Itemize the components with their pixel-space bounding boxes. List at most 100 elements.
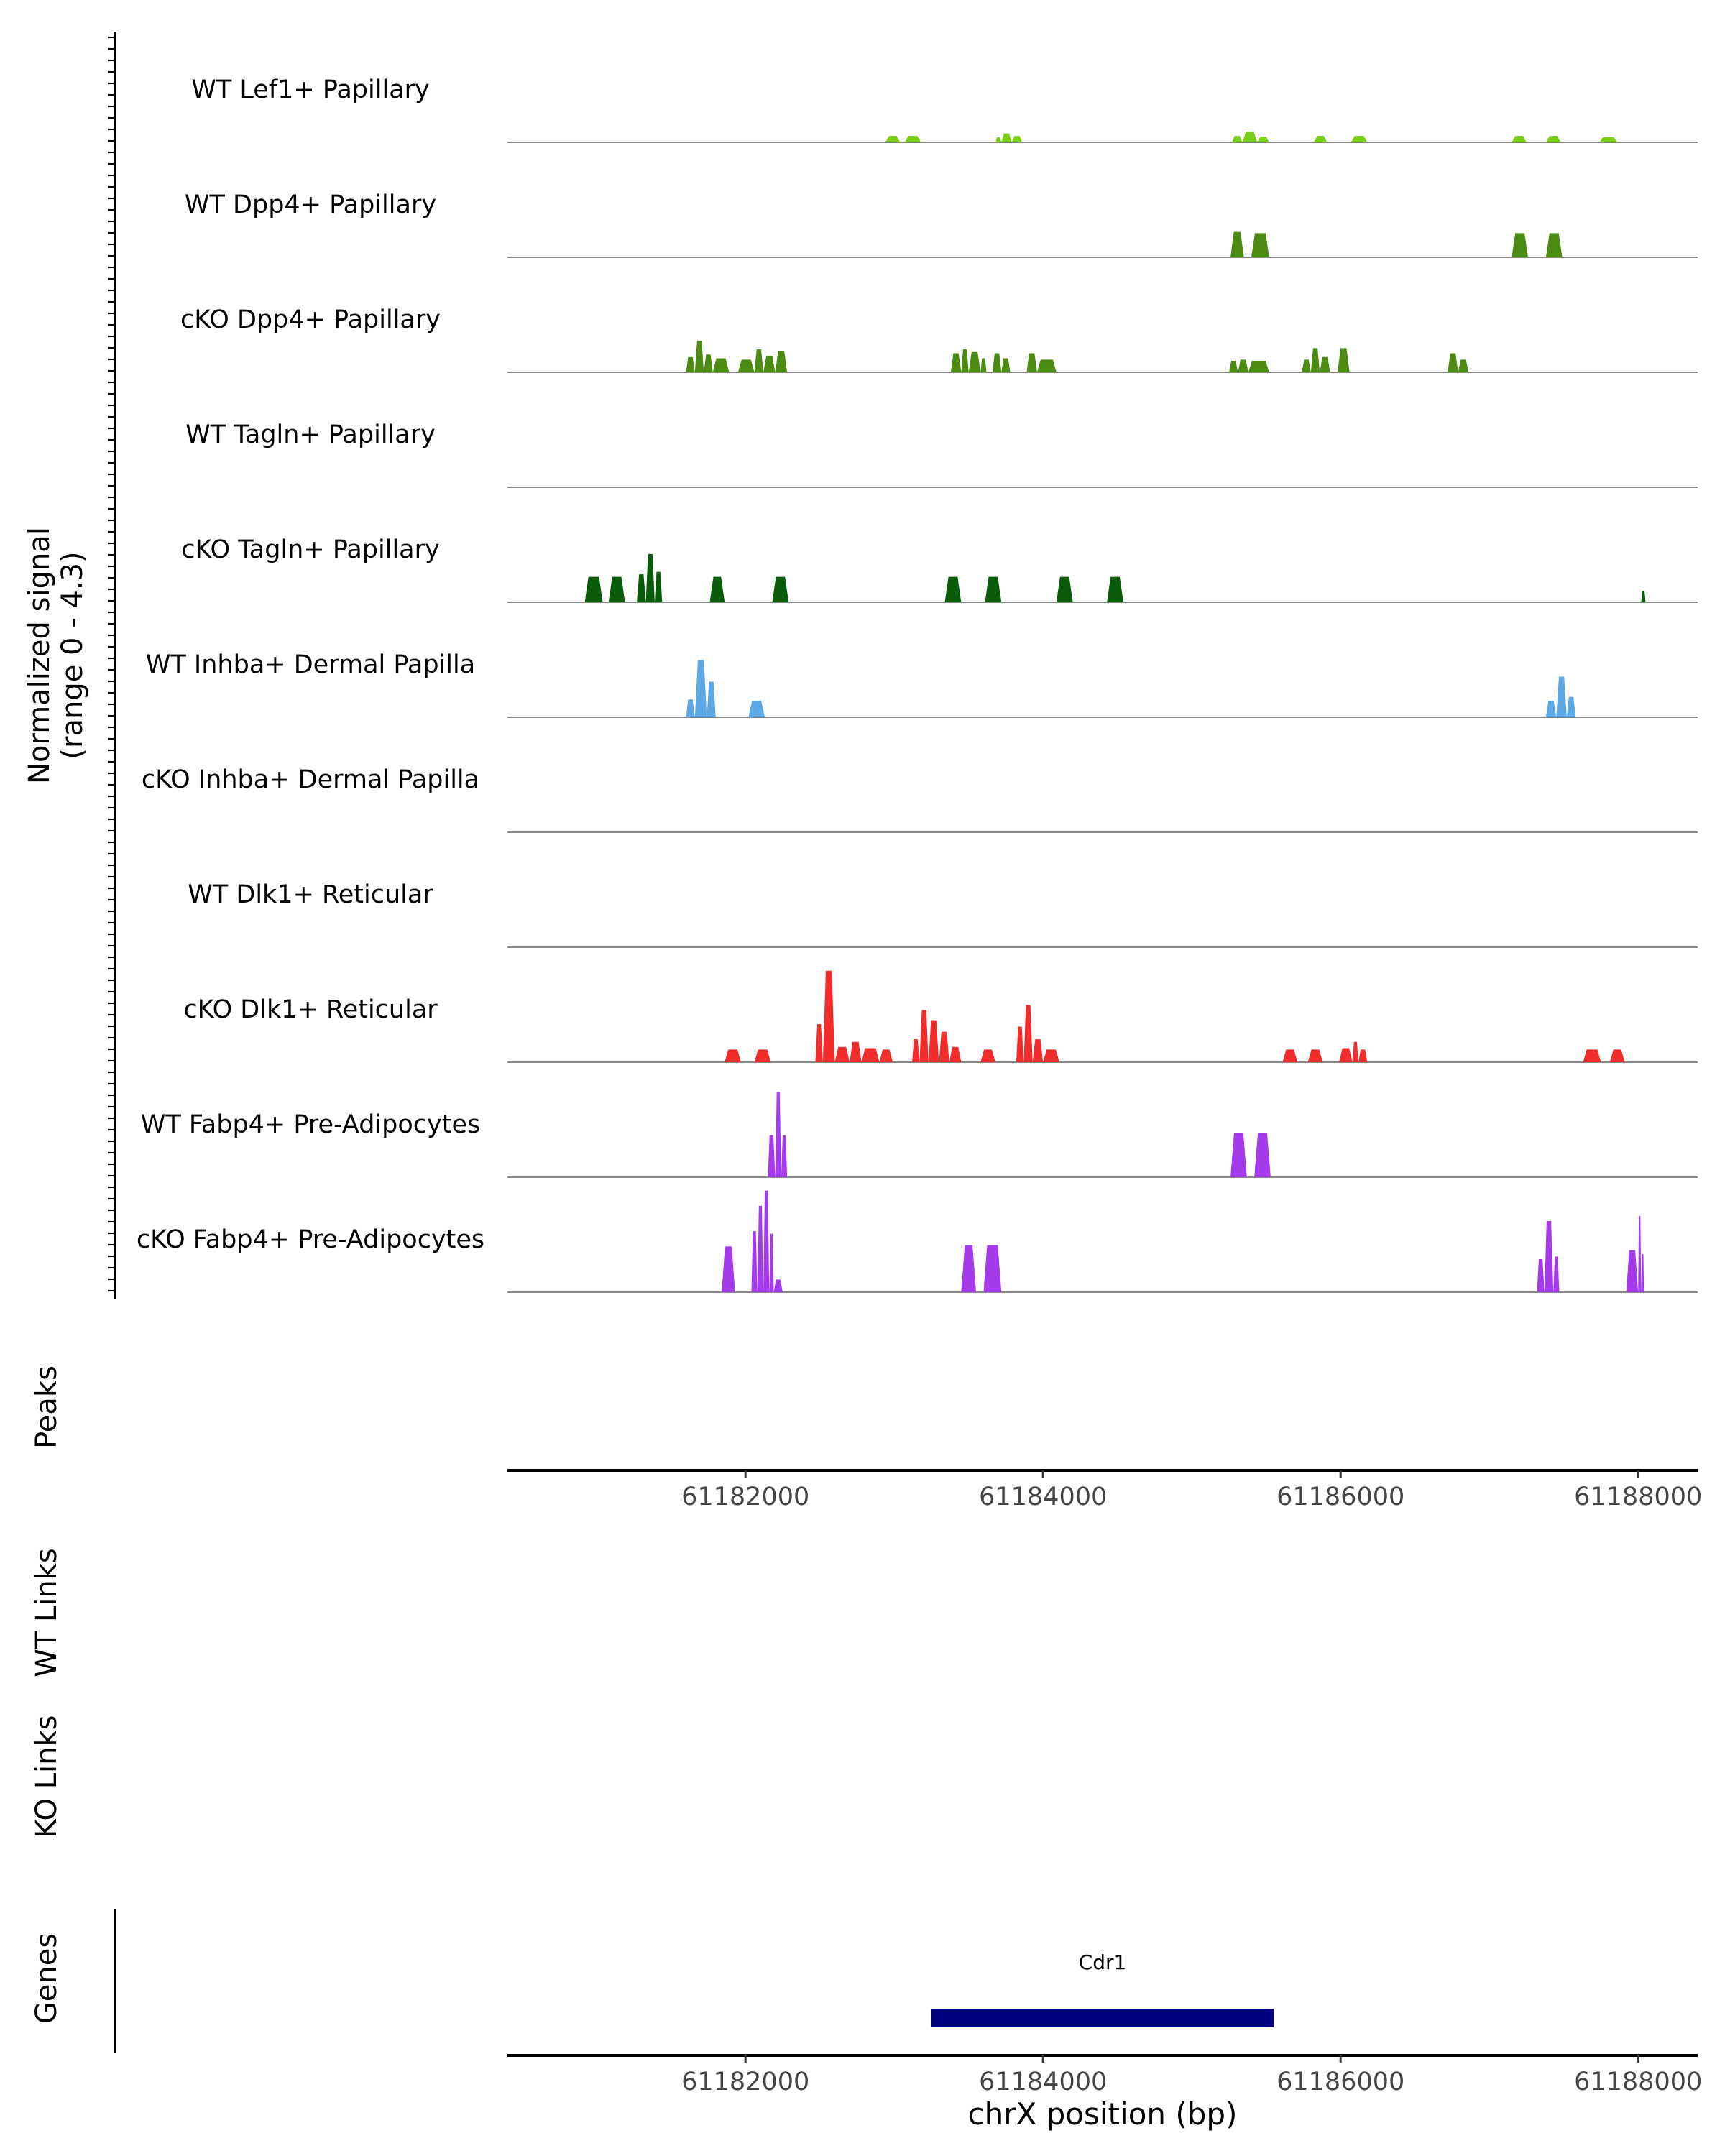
coverage-peak bbox=[985, 576, 1002, 602]
coverage-peak bbox=[704, 354, 713, 372]
coverage-peak bbox=[1641, 591, 1646, 602]
coverage-peak bbox=[1626, 1250, 1639, 1292]
track-label-wt-inhba-dermal-papilla: WT Inhba+ Dermal Papilla bbox=[146, 650, 475, 679]
coverage-peak bbox=[775, 1092, 781, 1177]
genes-x-tick-label: 61188000 bbox=[1574, 2068, 1702, 2096]
coverage-peak bbox=[1001, 133, 1012, 142]
coverage-peak bbox=[686, 699, 695, 717]
coverage-peak bbox=[1251, 233, 1269, 257]
peaks-x-tick-label: 61184000 bbox=[979, 1483, 1107, 1511]
coverage-peak bbox=[1545, 701, 1557, 717]
coverage-peak bbox=[768, 1135, 776, 1177]
coverage-peak bbox=[751, 1231, 758, 1292]
coverage-peak bbox=[775, 350, 788, 372]
track-cko-dlk1-reticular bbox=[507, 970, 1698, 1063]
coverage-peak bbox=[773, 1279, 783, 1292]
coverage-peak bbox=[1230, 231, 1244, 257]
coverage-peak bbox=[1512, 136, 1527, 142]
coverage-peak bbox=[757, 1205, 764, 1292]
coverage-peak bbox=[1599, 137, 1618, 142]
coverage-peak bbox=[1254, 1133, 1271, 1177]
coverage-peak bbox=[904, 136, 921, 142]
track-wt-inhba-dermal-papilla bbox=[507, 660, 1698, 718]
coverage-peak bbox=[822, 970, 835, 1062]
track-cko-dpp4-papillary bbox=[507, 340, 1698, 373]
coverage-peak bbox=[1310, 348, 1320, 372]
coverage-peak bbox=[1036, 359, 1057, 372]
genes-x-tick-label: 61186000 bbox=[1276, 2068, 1404, 2096]
coverage-peak bbox=[1056, 576, 1073, 602]
coverage-peak bbox=[961, 1245, 977, 1292]
coverage-peak bbox=[781, 1135, 788, 1177]
coverage-peak bbox=[769, 1233, 774, 1292]
coverage-peak bbox=[1230, 1133, 1247, 1177]
coverage-peak bbox=[1011, 136, 1023, 142]
coverage-peak bbox=[1026, 353, 1037, 372]
coverage-peak bbox=[1307, 1049, 1323, 1062]
coverage-peak bbox=[1352, 1041, 1359, 1062]
track-label-wt-lef1-papillary: WT Lef1+ Papillary bbox=[191, 75, 430, 104]
coverage-peak bbox=[968, 351, 981, 372]
coverage-peak bbox=[850, 1041, 862, 1062]
x-axis-title: chrX position (bp) bbox=[968, 2096, 1238, 2132]
coverage-peak bbox=[1282, 1049, 1298, 1062]
coverage-peak bbox=[834, 1046, 850, 1062]
coverage-peak bbox=[1641, 1253, 1644, 1292]
track-label-cko-fabp4-pre-adipocytes: cKO Fabp4+ Pre-Adipocytes bbox=[137, 1225, 484, 1254]
coverage-peak bbox=[754, 1049, 771, 1062]
signal-tracks bbox=[507, 132, 1698, 1293]
coverage-peak bbox=[694, 660, 707, 717]
track-label-cko-dlk1-reticular: cKO Dlk1+ Reticular bbox=[183, 995, 438, 1024]
coverage-peak bbox=[1358, 1049, 1368, 1062]
coverage-peak bbox=[1338, 348, 1350, 372]
coverage-peak bbox=[980, 1049, 995, 1062]
track-wt-fabp4-pre-adipocytes bbox=[507, 1092, 1698, 1178]
coverage-peak bbox=[1537, 1259, 1545, 1292]
track-label-wt-tagln-papillary: WT Tagln+ Papillary bbox=[185, 420, 436, 449]
coverage-peak bbox=[939, 1031, 949, 1062]
coverage-peak bbox=[961, 349, 969, 372]
coverage-peak bbox=[1228, 361, 1238, 372]
coverage-peak bbox=[1313, 136, 1328, 142]
peaks-x-ticks: 61182000 61184000 61186000 61188000 bbox=[681, 1470, 1702, 1511]
track-labels: WT Lef1+ Papillary WT Dpp4+ Papillary cKO … bbox=[137, 75, 484, 1254]
coverage-peak bbox=[763, 356, 776, 372]
coverage-peak bbox=[1556, 676, 1567, 717]
genes-x-tick-label: 61182000 bbox=[681, 2068, 809, 2096]
coverage-peak bbox=[707, 681, 716, 717]
coverage-peak bbox=[1257, 137, 1269, 142]
genes-x-ticks: 61182000 61184000 61186000 61188000 bbox=[681, 2055, 1702, 2096]
coverage-peak bbox=[763, 1190, 770, 1292]
peaks-track-label: Peaks bbox=[30, 1365, 63, 1449]
coverage-peak bbox=[637, 574, 646, 602]
coverage-peak bbox=[686, 356, 695, 372]
coverage-peak bbox=[1512, 233, 1529, 257]
coverage-peak bbox=[919, 1010, 929, 1062]
signal-ylabel-line2: (range 0 - 4.3) bbox=[56, 551, 89, 759]
coverage-peak bbox=[1339, 1048, 1353, 1062]
coverage-peak bbox=[608, 576, 625, 602]
coverage-peak bbox=[1351, 136, 1368, 142]
peaks-x-tick-label: 61182000 bbox=[681, 1483, 809, 1511]
coverage-peak bbox=[645, 553, 655, 602]
peaks-x-tick-label: 61188000 bbox=[1574, 1483, 1702, 1511]
coverage-peak bbox=[712, 358, 730, 372]
coverage-peak bbox=[1032, 1039, 1044, 1062]
coverage-peak bbox=[724, 1049, 741, 1062]
track-label-cko-tagln-papillary: cKO Tagln+ Papillary bbox=[181, 535, 440, 564]
gene-models: Cdr1 bbox=[931, 1950, 1274, 2027]
coverage-peak bbox=[722, 1246, 735, 1292]
ko-links-track-label: KO Links bbox=[30, 1715, 63, 1838]
coverage-peak bbox=[995, 137, 1002, 142]
coverage-peak bbox=[1043, 1049, 1059, 1062]
coverage-peak bbox=[1458, 359, 1469, 372]
coverage-peak bbox=[1107, 576, 1123, 602]
coverage-peak bbox=[1248, 361, 1269, 372]
gene-label: Cdr1 bbox=[1079, 1950, 1127, 1974]
track-wt-dpp4-papillary bbox=[507, 231, 1698, 258]
track-cko-tagln-papillary bbox=[507, 553, 1698, 603]
coverage-peak bbox=[1448, 353, 1458, 372]
coverage-peak bbox=[1302, 359, 1311, 372]
track-label-cko-inhba-dermal-papilla: cKO Inhba+ Dermal Papilla bbox=[142, 765, 479, 794]
